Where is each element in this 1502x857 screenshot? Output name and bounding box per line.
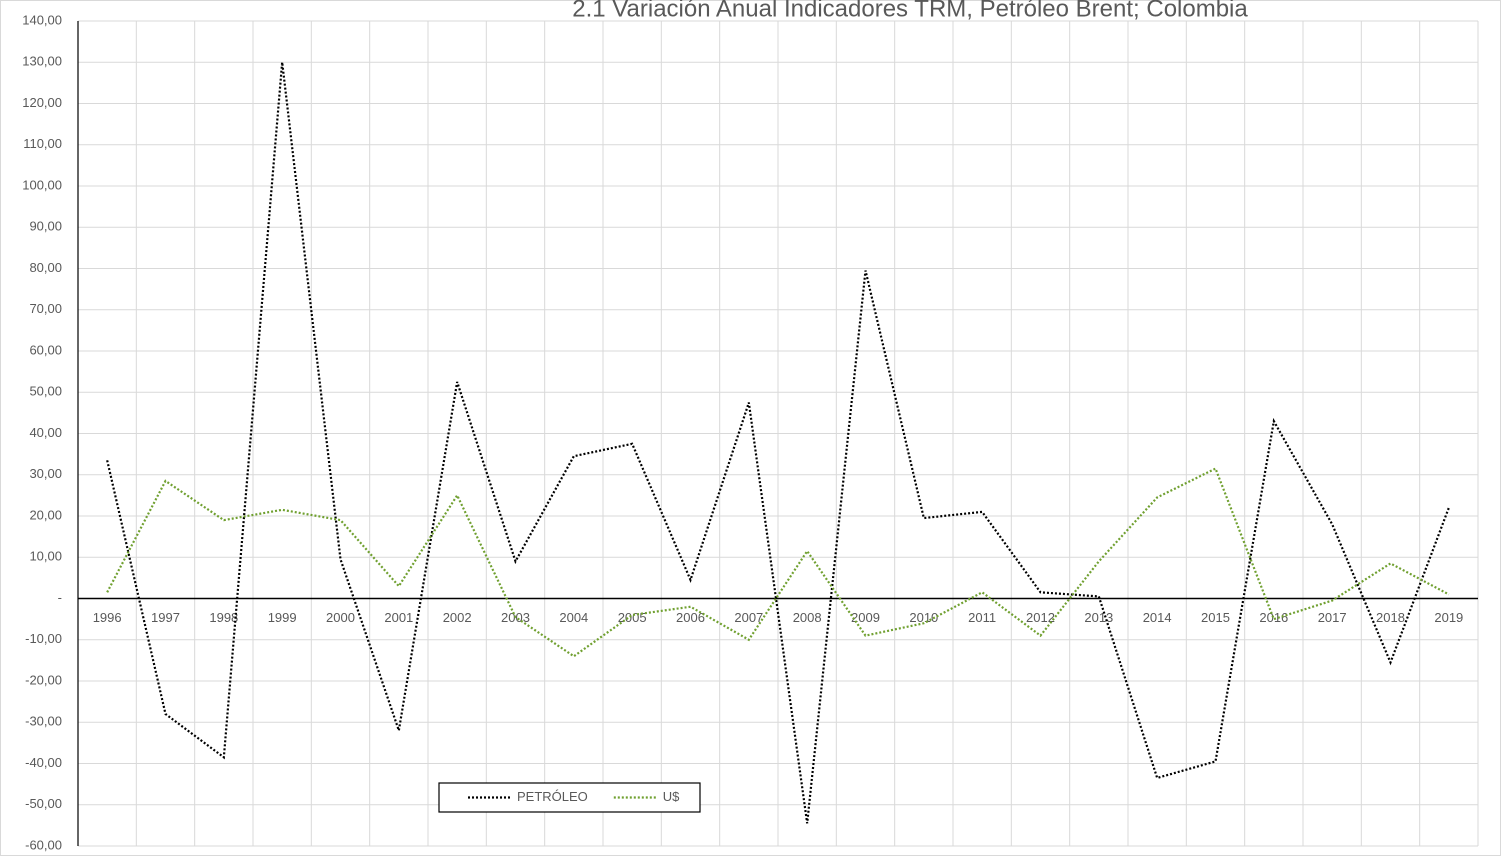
x-tick-label: 2009 (851, 610, 880, 625)
x-tick-label: 2001 (384, 610, 413, 625)
legend-label: PETRÓLEO (517, 789, 588, 804)
y-tick-label: -60,00 (25, 837, 62, 852)
y-tick-label: -40,00 (25, 755, 62, 770)
chart-title: 2.1 Variación Anual Indicadores TRM, Pet… (572, 0, 1248, 22)
legend: PETRÓLEO U$ (438, 782, 701, 813)
x-tick-label: 2005 (618, 610, 647, 625)
x-tick-label: 2002 (443, 610, 472, 625)
x-tick-label: 2004 (559, 610, 588, 625)
x-tick-label: 2006 (676, 610, 705, 625)
y-tick-label: 140,00 (22, 12, 62, 27)
y-tick-label: 130,00 (22, 54, 62, 69)
series-line (106, 62, 1450, 824)
legend-label: U$ (663, 789, 680, 804)
y-tick-label: -10,00 (25, 631, 62, 646)
x-tick-label: 2000 (326, 610, 355, 625)
y-tick-label: 110,00 (23, 136, 62, 151)
y-tick-label: 80,00 (29, 260, 62, 275)
y-tick-label: 60,00 (29, 342, 62, 357)
y-tick-label: 20,00 (29, 507, 62, 522)
x-tick-label: 1999 (268, 610, 297, 625)
legend-box (438, 782, 701, 813)
y-tick-label: 70,00 (29, 301, 62, 316)
x-tick-label: 1998 (209, 610, 238, 625)
y-tick-label: -30,00 (25, 714, 62, 729)
x-tick-label: 1997 (151, 610, 180, 625)
x-tick-label: 2007 (734, 610, 763, 625)
x-tick-label: 2017 (1318, 610, 1347, 625)
series-line (106, 467, 1450, 658)
y-tick-label: -50,00 (25, 796, 62, 811)
x-tick-label: 2012 (1026, 610, 1055, 625)
y-tick-label: 90,00 (29, 219, 62, 234)
x-tick-label: 2008 (793, 610, 822, 625)
x-tick-label: 2013 (1084, 610, 1113, 625)
y-tick-label: 40,00 (29, 425, 62, 440)
y-tick-label: 10,00 (29, 549, 62, 564)
y-tick-label: -20,00 (25, 672, 62, 687)
x-tick-label: 1996 (93, 610, 122, 625)
x-tick-label: 2010 (909, 610, 938, 625)
x-tick-label: 2011 (968, 610, 996, 625)
x-tick-label: 2018 (1376, 610, 1405, 625)
y-tick-label: 30,00 (29, 466, 62, 481)
y-tick-label: - (58, 590, 62, 605)
y-tick-label: 100,00 (22, 177, 62, 192)
x-tick-label: 2019 (1434, 610, 1463, 625)
x-tick-label: 2014 (1143, 610, 1172, 625)
x-tick-label: 2016 (1259, 610, 1288, 625)
y-tick-label: 120,00 (22, 95, 62, 110)
x-tick-label: 2015 (1201, 610, 1230, 625)
y-tick-label: 50,00 (29, 384, 62, 399)
